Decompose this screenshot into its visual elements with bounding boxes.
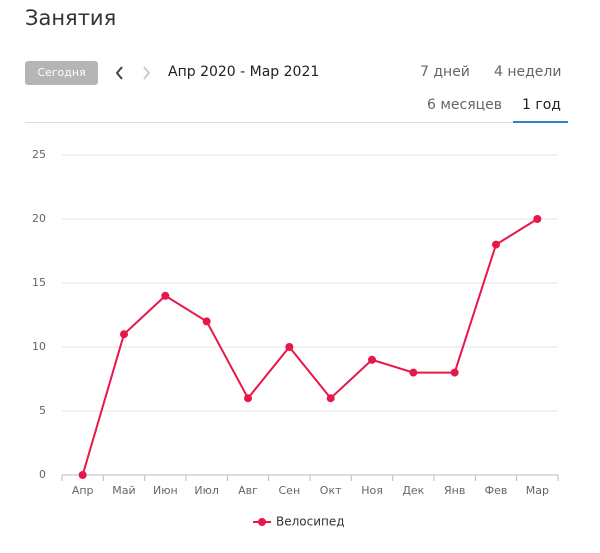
active-tab-underline [513, 121, 568, 123]
data-point [161, 291, 170, 300]
legend-marker [258, 518, 266, 526]
chart: 0 5 10 15 20 25 Апр Май Июн Июл Авг Сен Окт Ноя Дек Янв… [32, 148, 559, 529]
x-tick-label: Окт [320, 484, 342, 497]
x-tick-label: Апр [72, 484, 94, 497]
tab[interactable]: 7 дней [420, 64, 470, 80]
data-point [533, 215, 542, 223]
data-point [78, 471, 87, 479]
x-tick-label: Мар [526, 484, 549, 497]
x-tick-label: Ноя [361, 484, 383, 497]
x-tick-label: Дек [402, 484, 424, 497]
data-point [120, 330, 128, 339]
tab[interactable]: 6 месяцев [427, 97, 503, 113]
x-tick-label: Авг [238, 484, 258, 497]
tabs-divider [25, 122, 568, 123]
data-point [409, 368, 418, 377]
y-tick-label: 5 [39, 404, 46, 417]
y-tick-label: 10 [32, 340, 46, 353]
series-line [81, 218, 538, 476]
data-point [244, 394, 252, 403]
data-point [492, 240, 500, 249]
today-button[interactable]: Сегодня [25, 61, 98, 85]
data-point [368, 355, 376, 364]
y-tick-label: 15 [32, 276, 46, 289]
nav-arrows [115, 66, 151, 80]
y-tick-label: 0 [39, 468, 46, 481]
tab[interactable]: 1 год [522, 97, 561, 113]
x-tick-label: Июн [153, 484, 178, 497]
prev-arrow[interactable] [115, 66, 123, 80]
data-point [285, 343, 294, 351]
x-tick-label: Янв [444, 484, 465, 497]
data-point [202, 317, 211, 326]
page-title: Занятия [25, 6, 117, 30]
data-point [450, 368, 459, 377]
tab[interactable]: 4 недели [494, 64, 562, 80]
next-arrow[interactable] [143, 66, 151, 80]
legend-label: Велосипед [276, 515, 345, 529]
x-tick-label: Фев [485, 484, 508, 497]
x-tick-label: Сен [279, 484, 301, 497]
date-range: Апр 2020 - Мар 2021 [168, 64, 320, 80]
y-tick-label: 20 [32, 212, 46, 225]
x-tick-label: Июл [194, 484, 219, 497]
x-tick-label: Май [112, 484, 135, 497]
data-point [326, 394, 335, 403]
y-tick-label: 25 [32, 148, 46, 161]
